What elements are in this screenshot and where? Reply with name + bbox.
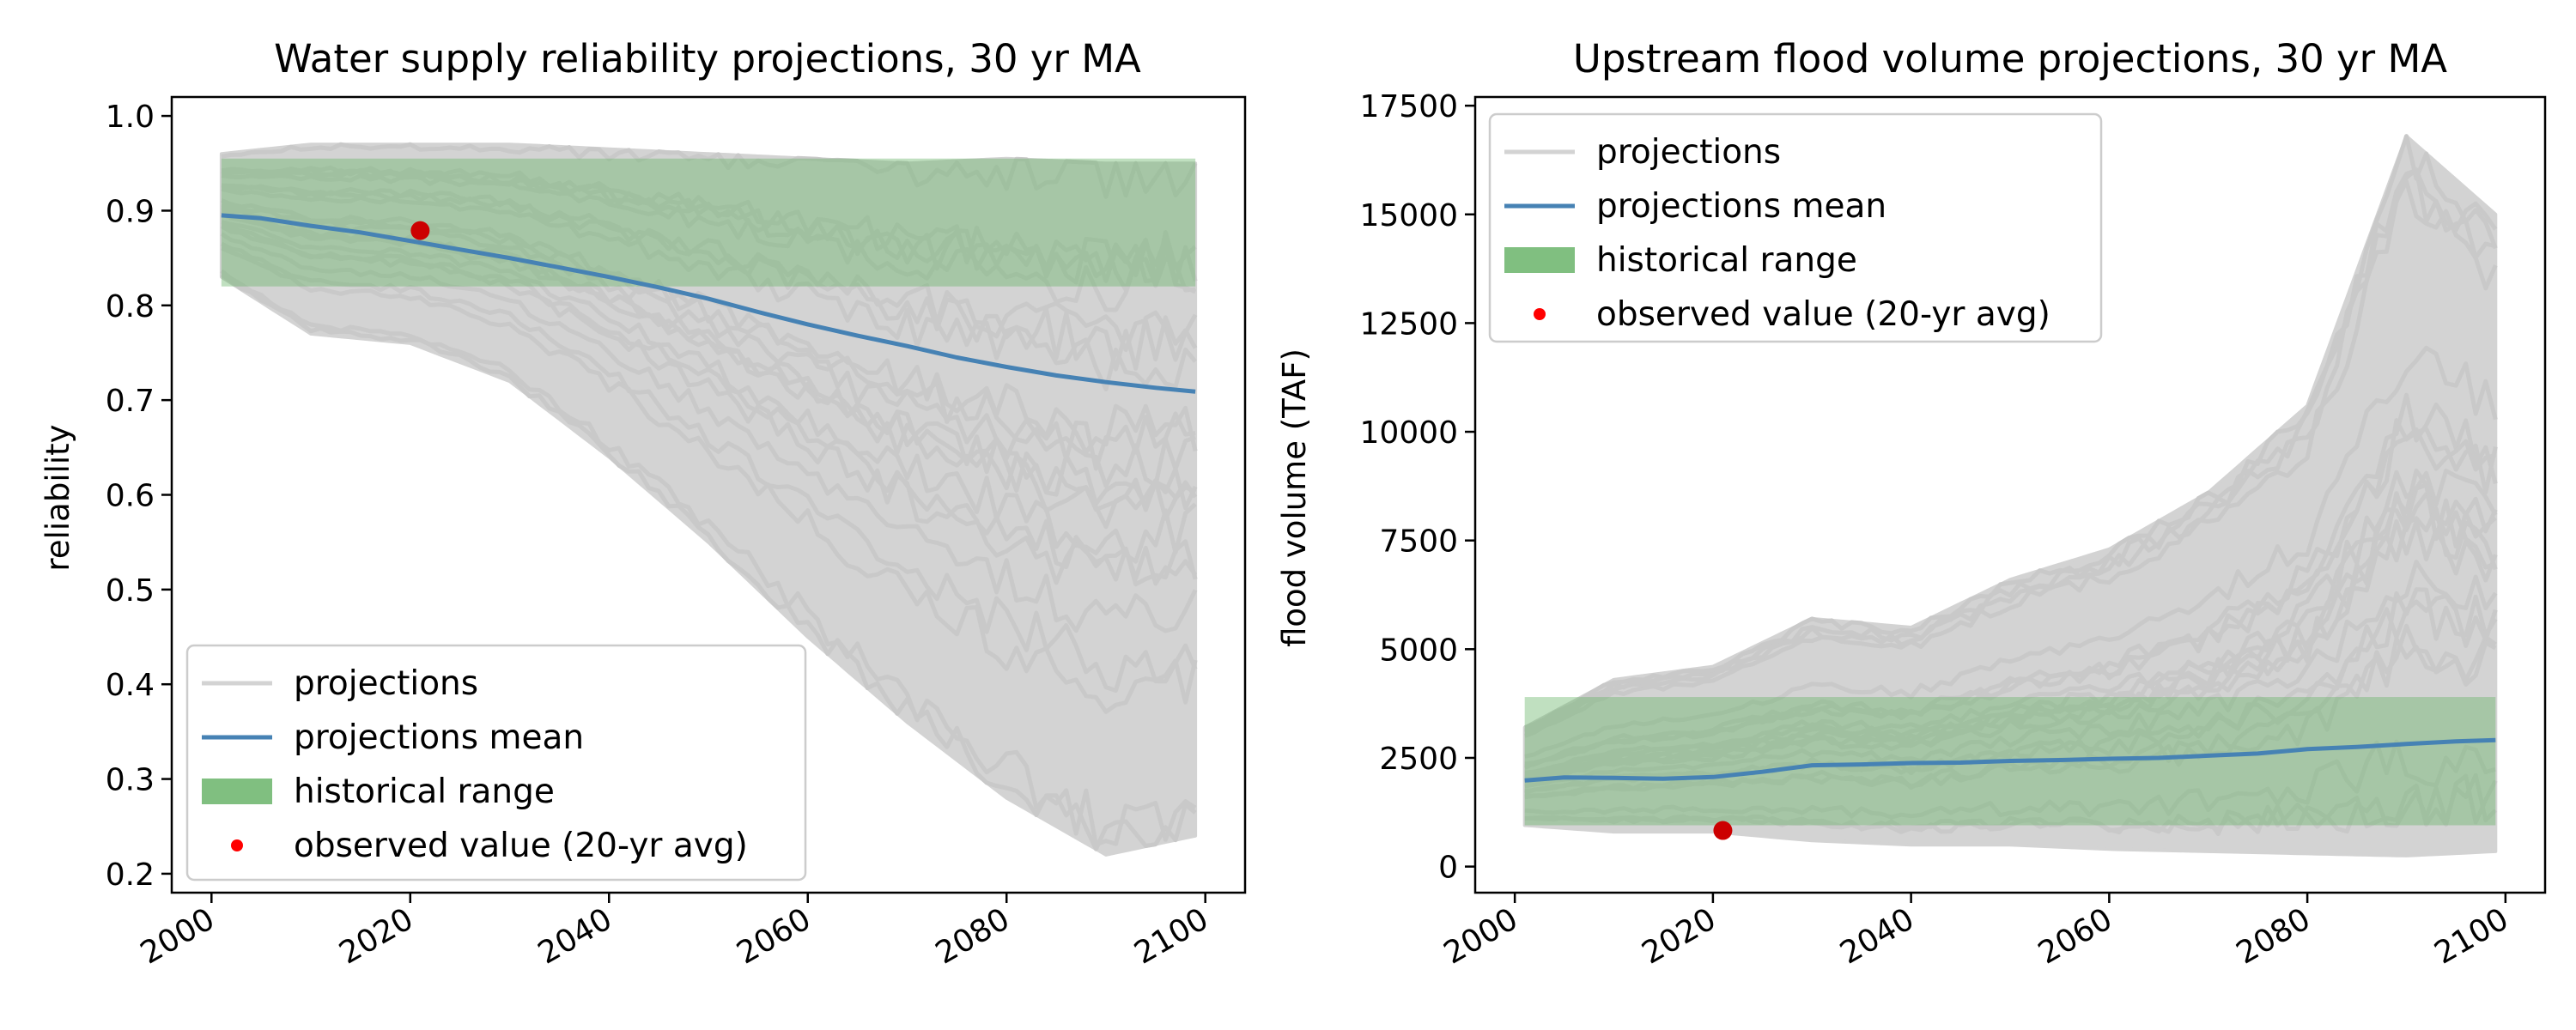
projection-line xyxy=(1524,560,2498,789)
x-axis-ticks: 2000 2020 2040 2060 2080 2100 xyxy=(135,893,1214,972)
projection-line xyxy=(1524,468,2498,775)
projection-line xyxy=(221,183,1198,362)
y-tick-label: 10000 xyxy=(1359,415,1458,451)
x-tick-label: 2060 xyxy=(2032,901,2118,971)
projection-line xyxy=(1524,623,2497,800)
projection-line xyxy=(1524,739,2497,820)
projection-line xyxy=(1523,167,2498,733)
projection-line xyxy=(1524,772,2498,836)
historical-range-band xyxy=(221,158,1196,287)
projection-line xyxy=(1524,418,2498,769)
plot-area xyxy=(1522,134,2498,857)
y-tick-label: 0.9 xyxy=(106,194,155,229)
y-tick-label: 0.4 xyxy=(106,668,155,703)
projection-line xyxy=(220,224,1198,586)
y-tick-label: 0.8 xyxy=(106,289,155,324)
legend-observed-label: observed value (20-yr avg) xyxy=(294,827,748,865)
legend-swatch-historical xyxy=(1504,247,1575,273)
x-axis-ticks: 2000 2020 2040 2060 2080 2100 xyxy=(1438,893,2515,972)
x-tick-label: 2080 xyxy=(2231,901,2317,971)
projection-line xyxy=(220,241,1198,693)
legend-historical-range-label: historical range xyxy=(294,772,555,811)
y-tick-label: 0.7 xyxy=(106,384,155,419)
reliability-chart-panel: Water supply reliability projections, 30… xyxy=(39,36,1247,972)
y-tick-label: 17500 xyxy=(1359,89,1458,124)
y-tick-label: 15000 xyxy=(1359,198,1458,233)
y-tick-label: 7500 xyxy=(1379,524,1458,560)
y-axis-ticks: 0.2 0.3 0.4 0.5 0.6 0.7 0.8 0.9 1.0 xyxy=(106,100,172,893)
legend-box xyxy=(185,644,807,882)
projection-line xyxy=(220,232,1198,633)
y-tick-label: 0.6 xyxy=(106,479,155,514)
projection-line xyxy=(1523,167,2496,735)
y-tick-label: 12500 xyxy=(1359,306,1458,342)
legend-projections-mean-label: projections mean xyxy=(294,718,584,757)
projection-line xyxy=(220,245,1198,714)
projection-line xyxy=(1524,506,2498,782)
projection-line xyxy=(221,203,1196,471)
x-tick-label: 2020 xyxy=(1637,901,1722,971)
y-tick-label: 1.0 xyxy=(106,100,155,135)
projection-line xyxy=(1523,179,2498,738)
observed-value-marker xyxy=(1713,821,1733,840)
projection-line xyxy=(220,272,1197,851)
y-tick-label: 0.2 xyxy=(106,857,155,893)
projection-line xyxy=(221,173,1196,312)
flood-volume-chart-panel: Upstream flood volume projections, 30 yr… xyxy=(1276,36,2547,972)
x-tick-label: 2040 xyxy=(532,901,618,971)
y-tick-label: 0 xyxy=(1438,851,1458,886)
y-axis-label: reliability xyxy=(39,424,76,571)
legend-historical-range-label: historical range xyxy=(1596,241,1857,280)
projection-line xyxy=(221,186,1198,391)
x-tick-label: 2100 xyxy=(1128,901,1214,971)
legend-observed-label: observed value (20-yr avg) xyxy=(1596,295,2050,334)
x-tick-label: 2020 xyxy=(333,901,419,971)
y-axis-label: flood volume (TAF) xyxy=(1276,348,1313,647)
chart-title: Water supply reliability projections, 30… xyxy=(274,36,1141,82)
chart-title: Upstream flood volume projections, 30 yr… xyxy=(1573,36,2447,82)
y-tick-label: 5000 xyxy=(1379,633,1458,668)
y-tick-label: 0.5 xyxy=(106,573,155,609)
x-tick-label: 2000 xyxy=(135,901,221,971)
projections-mean-line xyxy=(1524,737,2496,783)
projection-line xyxy=(1524,773,2498,835)
projection-line xyxy=(1523,134,2498,730)
projection-line xyxy=(221,223,1198,587)
x-tick-label: 2060 xyxy=(731,901,817,971)
y-tick-label: 2500 xyxy=(1379,742,1458,777)
y-tick-label: 0.3 xyxy=(106,763,155,798)
projections-mean-line xyxy=(221,213,1196,394)
x-tick-label: 2080 xyxy=(930,901,1016,971)
x-tick-label: 2100 xyxy=(2429,901,2515,971)
legend-swatch-observed xyxy=(1534,308,1546,320)
y-axis-ticks: 0 2500 5000 7500 10000 12500 15000 17500 xyxy=(1359,89,1475,886)
legend-projections-mean-label: projections mean xyxy=(1596,187,1886,226)
observed-value-marker xyxy=(410,221,430,240)
axes-frame xyxy=(1473,95,2547,894)
legend-swatch-observed xyxy=(231,839,243,851)
x-tick-label: 2040 xyxy=(1834,901,1920,971)
plot-area xyxy=(219,142,1198,857)
projection-line xyxy=(221,142,1198,199)
projection-line xyxy=(221,167,1198,286)
legend-projections-label: projections xyxy=(294,664,478,703)
projection-line xyxy=(220,269,1197,847)
legend-projections-label: projections xyxy=(1596,133,1781,172)
x-tick-label: 2000 xyxy=(1438,901,1524,971)
legend-box xyxy=(1488,112,2103,343)
legend: projections projections mean historical ra… xyxy=(1488,112,2103,343)
projection-line xyxy=(1524,345,2498,759)
projection-line xyxy=(1524,634,2497,798)
legend: projections projections mean historical ra… xyxy=(185,644,807,882)
legend-swatch-historical xyxy=(202,779,272,804)
projection-line xyxy=(1524,587,2498,794)
